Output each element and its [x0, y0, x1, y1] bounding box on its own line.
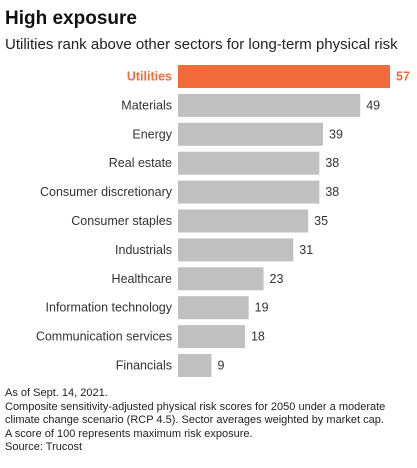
- category-label: Industrials: [115, 243, 172, 257]
- category-label: Real estate: [109, 156, 172, 170]
- footnote-note-line-1: Composite sensitivity-adjusted physical …: [5, 400, 386, 413]
- bar: [178, 180, 320, 204]
- footnote-note-line-3: A score of 100 represents maximum risk e…: [5, 427, 253, 440]
- bar-group: Communication services 18: [36, 325, 265, 349]
- bar: [178, 151, 320, 175]
- category-label: Consumer staples: [71, 214, 172, 228]
- footnote-note-line-2: climate change scenario (RCP 4.5). Secto…: [5, 414, 384, 427]
- category-label: Information technology: [46, 301, 173, 315]
- bar: [178, 93, 361, 117]
- bar: [178, 325, 245, 349]
- chart-title: High exposure: [5, 8, 137, 29]
- bar: [178, 209, 309, 233]
- value-label: 38: [325, 156, 339, 170]
- bar: [178, 65, 390, 88]
- bar-group: Financials 9: [116, 354, 224, 377]
- category-label: Consumer discretionary: [40, 185, 173, 199]
- value-label: 39: [329, 127, 343, 141]
- value-label: 49: [366, 98, 380, 112]
- value-label: 18: [251, 330, 265, 344]
- bar-group: Consumer staples 35: [71, 209, 328, 233]
- category-label: Communication services: [36, 330, 172, 344]
- bar: [178, 267, 264, 291]
- value-label: 19: [255, 301, 269, 315]
- bar-group: Information technology 19: [46, 296, 269, 320]
- bar-group: Energy 39: [132, 122, 343, 146]
- value-label: 9: [217, 359, 224, 373]
- footnote-source: Source: Trucost: [5, 441, 83, 454]
- footnote-date: As of Sept. 14, 2021.: [5, 387, 108, 399]
- value-label: 31: [299, 243, 313, 257]
- bar-group: Consumer discretionary 38: [40, 180, 339, 204]
- bar-group: Healthcare 23: [112, 267, 284, 291]
- bar-group: Real estate 38: [109, 151, 339, 175]
- value-label: 38: [325, 185, 339, 199]
- chart-subtitle: Utilities rank above other sectors for l…: [5, 36, 398, 53]
- category-label: Healthcare: [112, 272, 172, 286]
- bar-group: Utilities 57: [127, 65, 410, 88]
- bar-group: Materials 49: [121, 93, 380, 117]
- footnotes: As of Sept. 14, 2021. Composite sensitiv…: [5, 387, 415, 455]
- category-label: Financials: [116, 359, 172, 373]
- bar: [178, 238, 294, 262]
- bar: [178, 122, 324, 146]
- bar-chart: Utilities 57 Materials 49 Energy 39 Real estat…: [36, 65, 410, 377]
- bar-group: Industrials 31: [115, 238, 313, 262]
- category-label: Materials: [121, 98, 172, 112]
- bar: [178, 354, 212, 377]
- value-label: 35: [314, 214, 328, 228]
- bar: [178, 296, 249, 320]
- category-label: Utilities: [127, 70, 172, 84]
- value-label: 57: [396, 70, 410, 84]
- value-label: 23: [270, 272, 284, 286]
- category-label: Energy: [132, 127, 172, 141]
